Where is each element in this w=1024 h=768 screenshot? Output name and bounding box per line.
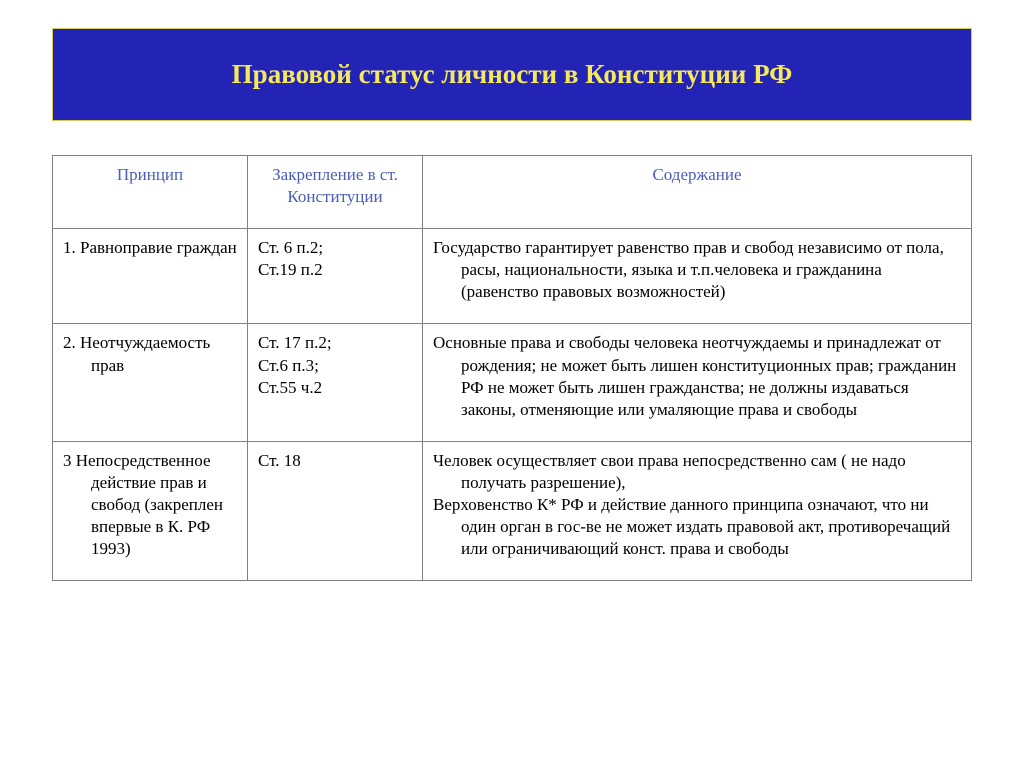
article-line: Ст. 18 bbox=[258, 450, 412, 472]
cell-principle: 1. Равноправие граждан bbox=[53, 229, 248, 324]
table-row: 2. Неотчуждаемость прав Ст. 17 п.2; Ст.6… bbox=[53, 324, 972, 441]
title-banner: Правовой статус личности в Конституции Р… bbox=[52, 28, 972, 121]
content-lead2: Верховенство К* РФ и действие данного пр… bbox=[433, 495, 803, 514]
cell-content: Основные права и свободы человека неотчу… bbox=[423, 324, 972, 441]
content-lead: Государство гарантирует равенство прав и… bbox=[433, 238, 794, 257]
cell-content: Государство гарантирует равенство прав и… bbox=[423, 229, 972, 324]
col-header-article: Закрепление в ст. Конституции bbox=[248, 156, 423, 229]
cell-content: Человек осуществляет свои права непосред… bbox=[423, 441, 972, 580]
article-line: Ст. 17 п.2; bbox=[258, 332, 412, 354]
article-line: Ст. 6 п.2; bbox=[258, 237, 412, 259]
principle-num: 1. Равноправие bbox=[63, 238, 172, 257]
cell-principle: 3 Непосредственное действие прав и свобо… bbox=[53, 441, 248, 580]
content-lead: Основные права и свободы человека неотчу… bbox=[433, 333, 822, 352]
principle-rest: действие прав и свобод (закреплен впервы… bbox=[91, 473, 223, 558]
principle-rest: граждан bbox=[177, 238, 237, 257]
article-line: Ст.55 ч.2 bbox=[258, 377, 412, 399]
col-header-content: Содержание bbox=[423, 156, 972, 229]
cell-principle: 2. Неотчуждаемость прав bbox=[53, 324, 248, 441]
cell-articles: Ст. 17 п.2; Ст.6 п.3; Ст.55 ч.2 bbox=[248, 324, 423, 441]
content-lead: Человек осуществляет свои права непосред… bbox=[433, 451, 847, 470]
cell-articles: Ст. 18 bbox=[248, 441, 423, 580]
principle-num: 3 Непосредственное bbox=[63, 451, 211, 470]
article-line: Ст.6 п.3; bbox=[258, 355, 412, 377]
table-row: 1. Равноправие граждан Ст. 6 п.2; Ст.19 … bbox=[53, 229, 972, 324]
cell-articles: Ст. 6 п.2; Ст.19 п.2 bbox=[248, 229, 423, 324]
table-row: 3 Непосредственное действие прав и свобо… bbox=[53, 441, 972, 580]
article-line: Ст.19 п.2 bbox=[258, 259, 412, 281]
slide-page: Правовой статус личности в Конституции Р… bbox=[0, 0, 1024, 768]
principle-rest: прав bbox=[91, 356, 124, 375]
table-header-row: Принцип Закрепление в ст. Конституции Со… bbox=[53, 156, 972, 229]
col-header-principle: Принцип bbox=[53, 156, 248, 229]
principles-table: Принцип Закрепление в ст. Конституции Со… bbox=[52, 155, 972, 581]
page-title: Правовой статус личности в Конституции Р… bbox=[73, 59, 951, 90]
principle-num: 2. Неотчуждаемость bbox=[63, 333, 210, 352]
